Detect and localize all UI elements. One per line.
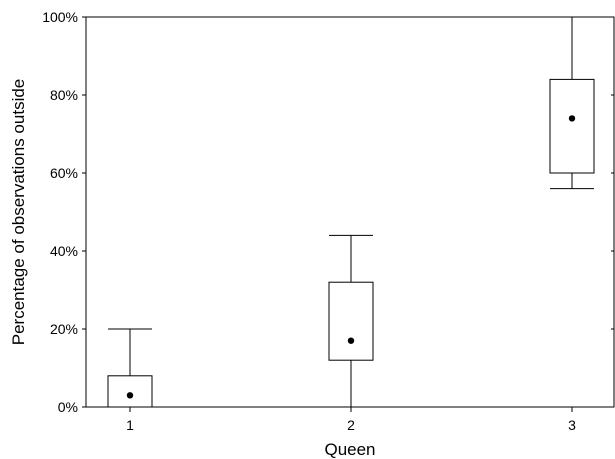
x-tick-label: 1 [126,417,134,433]
box-series [107,16,595,408]
y-axis-title: Percentage of observations outside [9,79,28,346]
y-tick-label: 100% [42,9,78,25]
x-tick-label: 3 [568,417,576,433]
center-point [568,115,576,122]
box-rect [549,78,595,174]
box-group-2 [328,234,374,408]
y-tick-label: 20% [50,321,78,337]
box-rect [328,281,374,361]
x-axis-title: Queen [324,440,375,459]
y-axis: 0% 20% 40% 60% 80% 100% [42,9,614,415]
box-group-3 [549,16,595,190]
box-group-1 [107,328,153,408]
y-tick-label: 80% [50,87,78,103]
x-tick-label: 2 [347,417,355,433]
y-tick-label: 40% [50,243,78,259]
x-axis: 1 2 3 [126,407,576,433]
y-tick-label: 60% [50,165,78,181]
center-point [347,337,355,344]
center-point [126,392,134,399]
box-rect [107,375,153,408]
y-tick-label: 0% [58,399,78,415]
